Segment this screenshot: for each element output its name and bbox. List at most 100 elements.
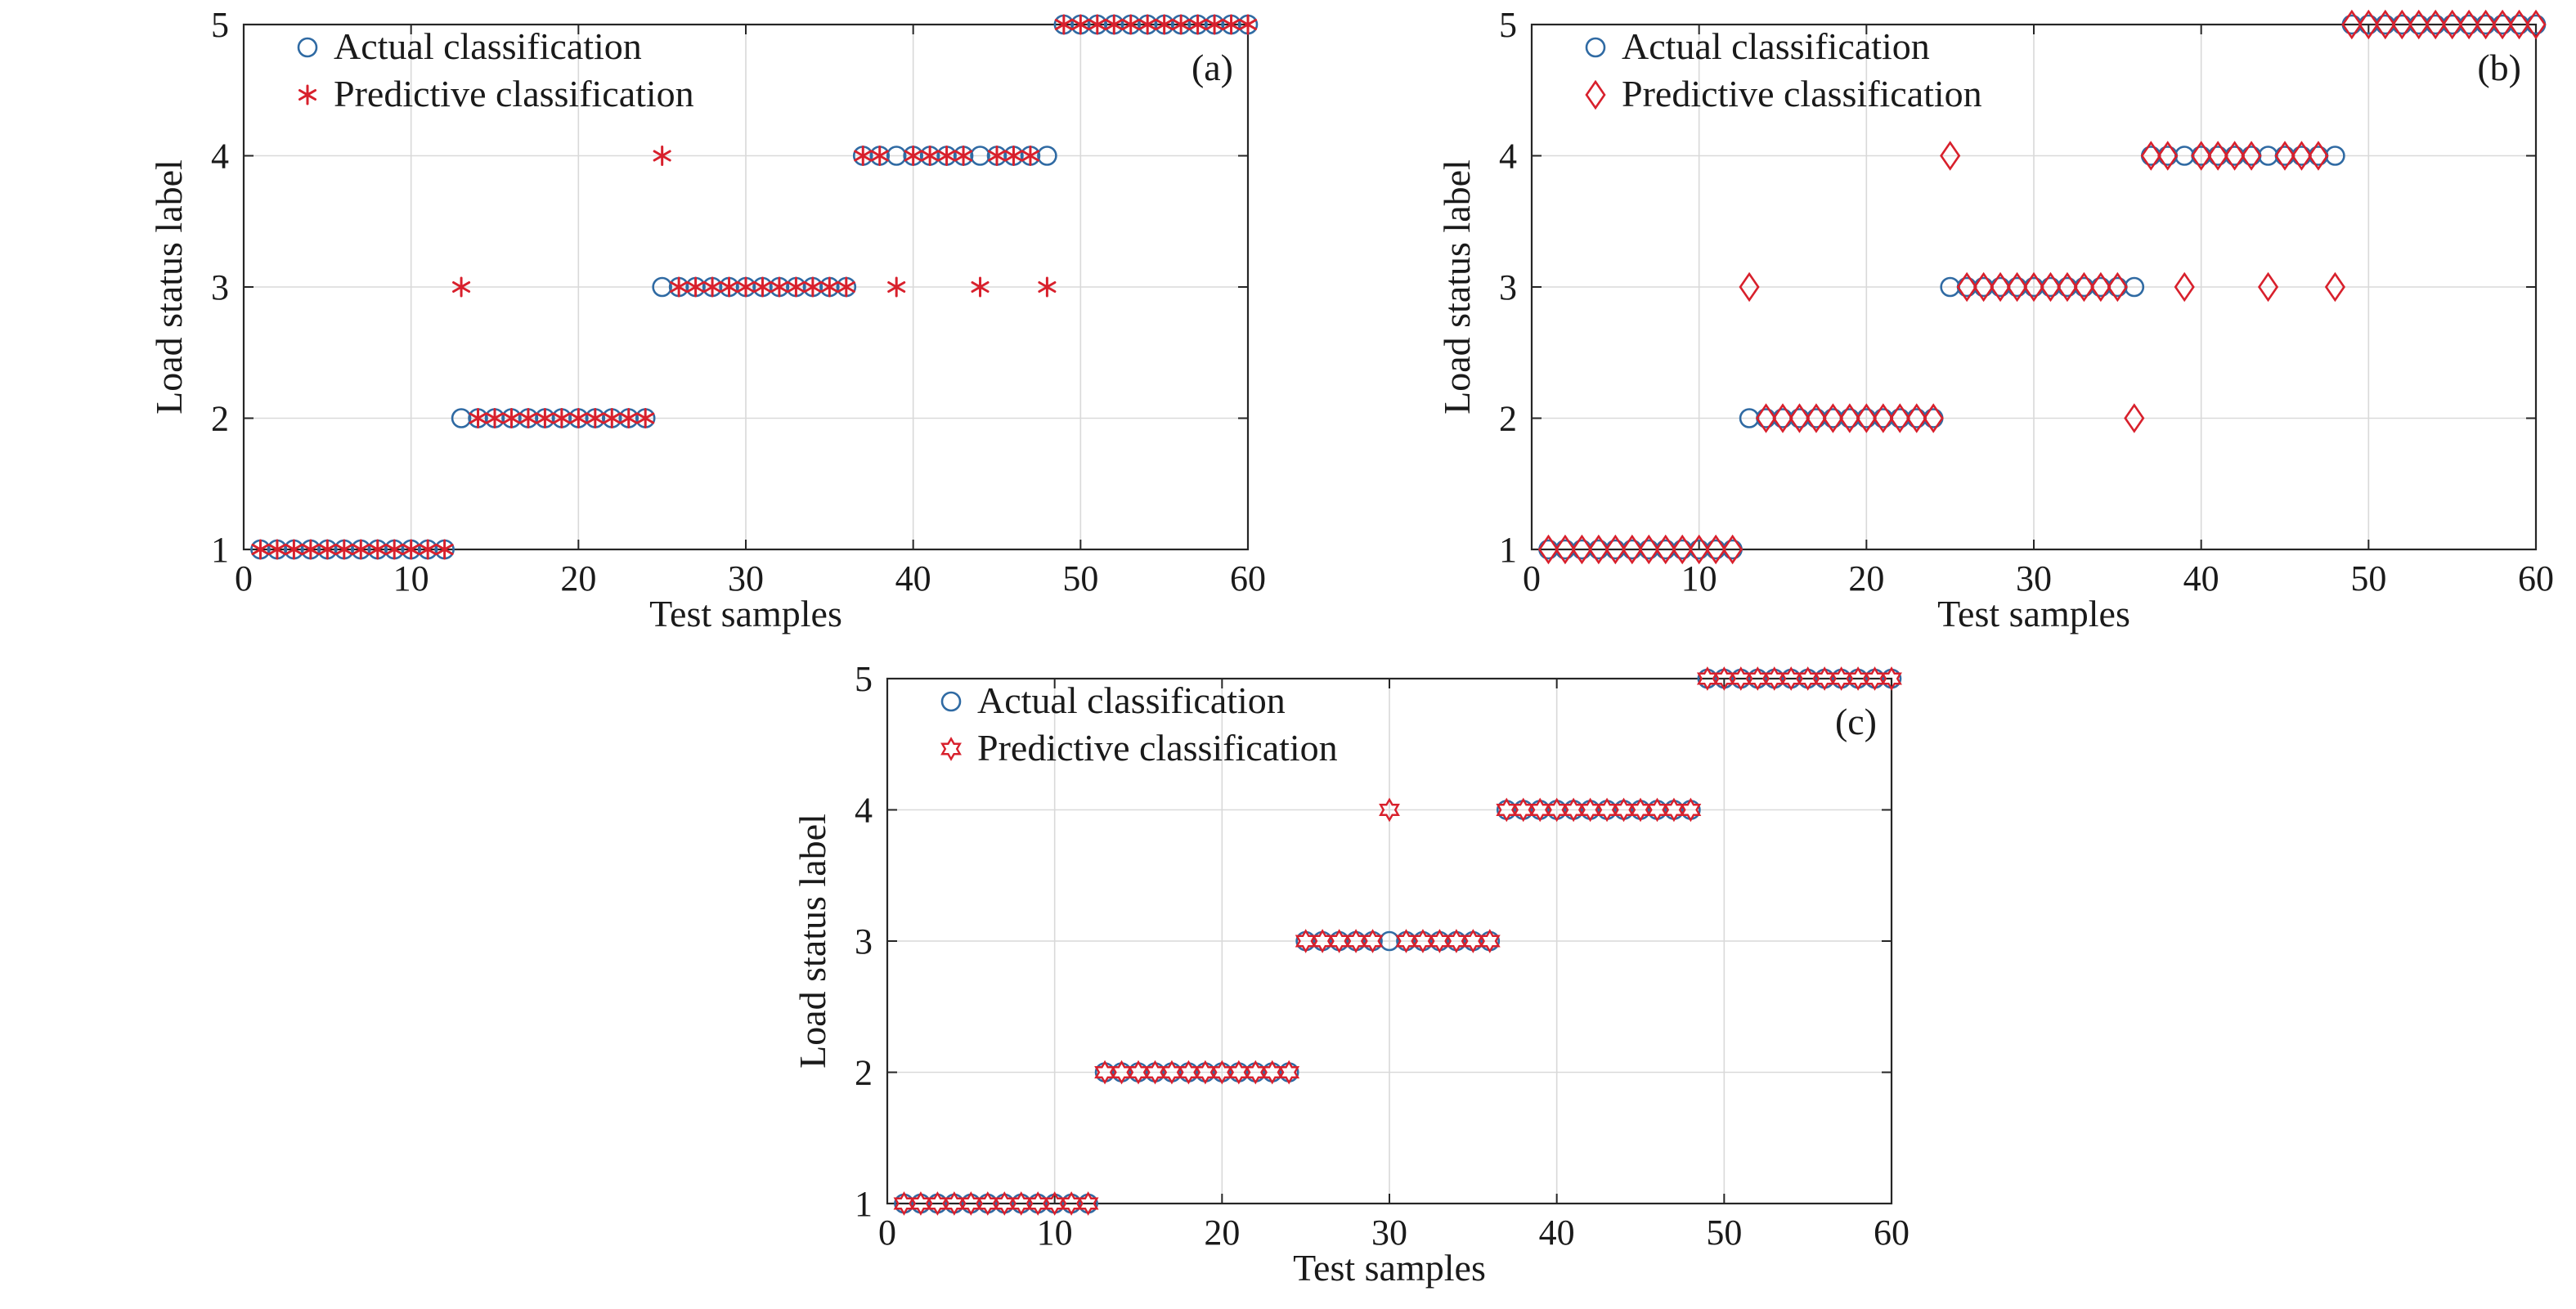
x-tick-label: 40: [1539, 1213, 1575, 1253]
chart-panel-a: 0 10 20 30 40 50 60 1 2 3 4 5 Test samples Load statu…: [148, 5, 1266, 634]
data-point: [854, 146, 873, 166]
data-point: [2040, 271, 2062, 303]
data-point: [536, 408, 554, 428]
data-point: [887, 276, 906, 298]
data-point: [703, 276, 722, 298]
legend-marker: [297, 37, 318, 58]
tick-group: 0 10 20 30 40 50 60 1 2 3 4 5: [211, 5, 1266, 598]
tick-group: 0 10 20 30 40 50 60 1 2 3 4 5: [855, 659, 1910, 1253]
legend-label: Predictive classification: [1622, 73, 1982, 114]
data-point: [452, 276, 471, 298]
x-tick-label: 30: [2016, 558, 2052, 598]
data-point: [1973, 271, 1995, 303]
panel-tag: (a): [1192, 47, 1233, 88]
data-point: [1054, 14, 1073, 35]
data-point: [419, 539, 438, 560]
x-tick-label: 60: [1874, 1213, 1910, 1253]
data-point: [518, 408, 537, 428]
x-tick-label: 0: [1523, 558, 1541, 598]
data-point: [987, 146, 1007, 166]
data-point: [2057, 271, 2078, 303]
data-point: [2442, 9, 2463, 40]
y-tick-label: 1: [211, 530, 229, 570]
data-point: [2341, 9, 2363, 40]
x-tick-label: 30: [1371, 1213, 1407, 1253]
data-point: [803, 276, 822, 298]
data-point: [1238, 14, 1258, 35]
data-point: [1555, 534, 1576, 565]
x-axis-label: Test samples: [1937, 593, 2130, 634]
data-point: [1138, 14, 1157, 35]
data-point: [1923, 403, 1944, 433]
data-point: [2475, 9, 2497, 40]
data-point: [301, 539, 320, 560]
legend-label: Actual classification: [334, 25, 642, 67]
data-point: [886, 146, 907, 166]
data-point: [753, 276, 772, 298]
data-point: [2525, 9, 2547, 40]
data-point: [402, 539, 420, 560]
x-axis-label: Test samples: [649, 593, 842, 634]
data-point: [1379, 797, 1400, 823]
data-point: [2191, 141, 2212, 171]
data-point: [2157, 141, 2179, 171]
legend-marker: [1585, 37, 1606, 58]
y-tick-label: 1: [1499, 530, 1517, 570]
data-point: [870, 146, 889, 166]
data-point: [619, 408, 638, 428]
data-point: [1088, 14, 1106, 35]
legend-marker: [298, 84, 317, 105]
data-point: [1873, 403, 1894, 433]
data-point: [1004, 146, 1023, 166]
data-point: [485, 408, 505, 428]
data-point: [1588, 534, 1609, 565]
data-point: [502, 408, 521, 428]
data-point: [267, 539, 286, 560]
data-point: [2492, 9, 2513, 40]
data-point: [1638, 534, 1659, 565]
y-tick-label: 4: [1499, 137, 1517, 177]
chart-panel-b: 0 10 20 30 40 50 60 1 2 3 4 5 Test samples Load statu…: [1436, 5, 2554, 634]
legend: Actual classification Predictive classifi…: [940, 679, 1338, 769]
data-point: [251, 539, 270, 560]
data-point: [820, 276, 839, 298]
data-point: [720, 276, 738, 298]
data-point: [1990, 271, 2011, 303]
data-point: [2375, 9, 2396, 40]
data-point: [2224, 141, 2246, 171]
x-axis-label: Test samples: [1293, 1247, 1486, 1289]
y-tick-label: 2: [211, 399, 229, 439]
data-point: [787, 276, 806, 298]
data-point: [1739, 271, 1760, 303]
x-tick-label: 50: [1062, 558, 1098, 598]
data-point: [2023, 271, 2044, 303]
data-point: [1077, 1191, 1099, 1216]
data-point: [1672, 534, 1693, 565]
x-tick-label: 50: [2350, 558, 2386, 598]
data-point: [1205, 14, 1224, 35]
x-tick-label: 20: [560, 558, 596, 598]
chart-panel-c: 0 10 20 30 40 50 60 1 2 3 4 5 Test samples Load statu…: [792, 659, 1910, 1289]
data-point: [2291, 141, 2313, 171]
data-point: [653, 146, 671, 166]
y-axis-label: Load status label: [792, 814, 833, 1069]
legend-label: Actual classification: [1622, 25, 1930, 67]
x-tick-label: 40: [895, 558, 931, 598]
data-point: [1038, 276, 1057, 298]
data-point: [2257, 271, 2279, 303]
data-point: [770, 276, 788, 298]
x-tick-label: 50: [1706, 1213, 1742, 1253]
data-point: [904, 146, 922, 166]
data-point: [1655, 534, 1676, 565]
x-tick-label: 10: [1037, 1213, 1073, 1253]
data-point: [1121, 14, 1140, 35]
data-point: [2107, 271, 2128, 303]
panel-tag: (c): [1835, 701, 1877, 742]
data-point: [1956, 271, 1977, 303]
x-tick-label: 10: [1681, 558, 1717, 598]
data-point: [636, 408, 655, 428]
y-tick-label: 4: [855, 791, 873, 831]
data-point: [2073, 271, 2094, 303]
series-predicted: [1537, 9, 2547, 565]
y-tick-label: 5: [211, 5, 229, 45]
